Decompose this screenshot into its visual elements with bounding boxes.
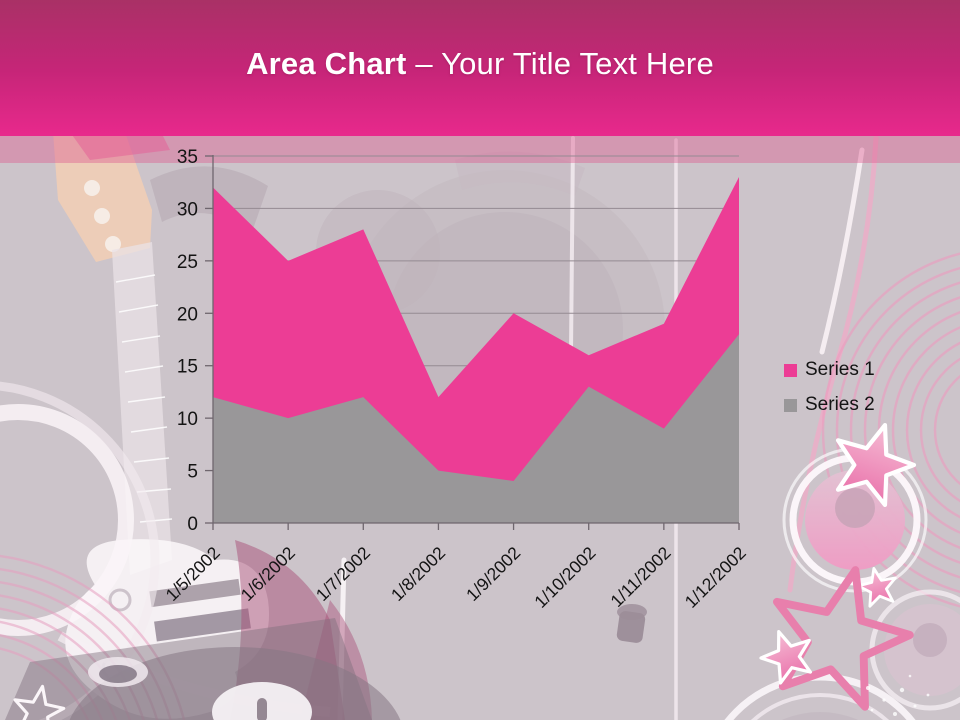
series-1-swatch xyxy=(784,363,797,377)
area-series-2 xyxy=(213,334,739,523)
turntable-illustration xyxy=(5,540,647,720)
svg-text:15: 15 xyxy=(177,357,198,378)
series-2-label: Series 2 xyxy=(805,394,875,415)
slide-title-rest: – Your Title Text Here xyxy=(406,46,714,81)
series-1-label: Series 1 xyxy=(805,359,875,380)
svg-text:1/7/2002: 1/7/2002 xyxy=(312,543,374,605)
svg-text:5: 5 xyxy=(187,462,198,483)
slide-header: Area Chart – Your Title Text Here xyxy=(0,0,960,136)
accent-band xyxy=(0,136,960,163)
chart-legend: Series 1 Series 2 xyxy=(784,357,875,427)
legend-item-series-2[interactable]: Series 2 xyxy=(784,392,875,418)
speckles xyxy=(866,674,930,716)
svg-text:25: 25 xyxy=(177,252,198,273)
star-icons xyxy=(13,422,917,720)
series-2-swatch xyxy=(784,398,797,412)
svg-text:10: 10 xyxy=(177,409,198,430)
slide-title[interactable]: Area Chart – Your Title Text Here xyxy=(0,36,960,92)
svg-text:1/9/2002: 1/9/2002 xyxy=(462,543,524,605)
svg-text:20: 20 xyxy=(177,304,198,325)
svg-text:30: 30 xyxy=(177,199,198,220)
slide-title-bold: Area Chart xyxy=(246,46,407,81)
svg-text:1/8/2002: 1/8/2002 xyxy=(387,543,449,605)
legend-item-series-1[interactable]: Series 1 xyxy=(784,357,875,383)
svg-text:1/12/2002: 1/12/2002 xyxy=(681,543,750,612)
svg-text:35: 35 xyxy=(177,147,198,168)
svg-text:0: 0 xyxy=(187,514,198,535)
svg-text:1/6/2002: 1/6/2002 xyxy=(237,543,299,605)
svg-text:1/10/2002: 1/10/2002 xyxy=(530,543,599,612)
svg-text:1/11/2002: 1/11/2002 xyxy=(606,543,674,611)
svg-text:1/5/2002: 1/5/2002 xyxy=(162,543,224,605)
